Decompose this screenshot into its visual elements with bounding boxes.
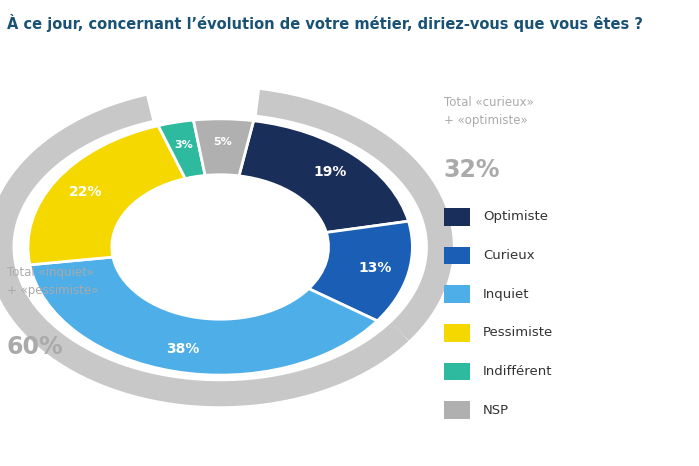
- Wedge shape: [194, 119, 254, 176]
- Text: Indifférent: Indifférent: [483, 365, 552, 378]
- Text: Inquiet: Inquiet: [483, 288, 530, 301]
- FancyBboxPatch shape: [444, 401, 470, 419]
- Text: 13%: 13%: [358, 261, 391, 275]
- Text: Total «inquiet»
+ «pessimiste»: Total «inquiet» + «pessimiste»: [7, 267, 99, 297]
- Text: 22%: 22%: [69, 185, 103, 199]
- Text: 32%: 32%: [444, 158, 500, 182]
- Text: 19%: 19%: [314, 164, 347, 178]
- Text: NSP: NSP: [483, 404, 509, 417]
- Text: Total «curieux»
+ «optimiste»: Total «curieux» + «optimiste»: [444, 96, 534, 127]
- Wedge shape: [309, 221, 412, 321]
- Text: 5%: 5%: [214, 137, 232, 147]
- FancyBboxPatch shape: [444, 285, 470, 303]
- FancyBboxPatch shape: [444, 324, 470, 342]
- Text: Optimiste: Optimiste: [483, 210, 548, 223]
- FancyBboxPatch shape: [444, 208, 470, 226]
- FancyBboxPatch shape: [444, 247, 470, 264]
- Wedge shape: [28, 126, 185, 265]
- Text: Curieux: Curieux: [483, 249, 535, 262]
- Text: 60%: 60%: [7, 335, 64, 359]
- Wedge shape: [239, 121, 408, 233]
- Text: 3%: 3%: [174, 140, 193, 150]
- Wedge shape: [158, 120, 205, 178]
- Wedge shape: [30, 257, 377, 375]
- Text: 38%: 38%: [166, 342, 200, 356]
- Text: À ce jour, concernant l’évolution de votre métier, diriez-vous que vous êtes ?: À ce jour, concernant l’évolution de vot…: [7, 14, 643, 32]
- FancyBboxPatch shape: [444, 363, 470, 380]
- Text: Pessimiste: Pessimiste: [483, 326, 554, 339]
